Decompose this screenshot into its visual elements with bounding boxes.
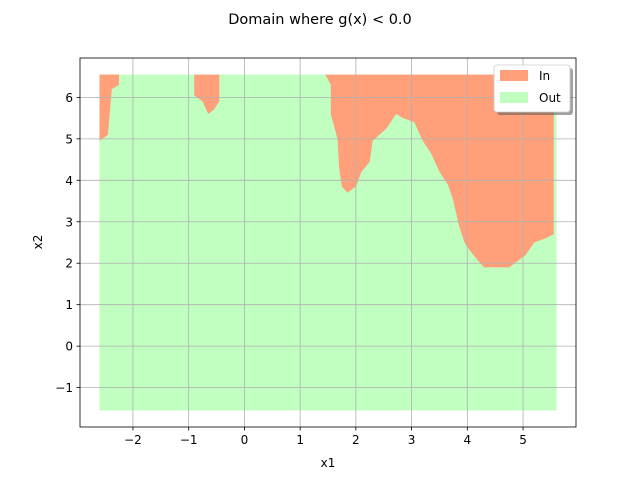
y-tick-label: 3 — [65, 215, 73, 229]
x-tick-label: 4 — [464, 433, 472, 447]
y-tick-label: 0 — [65, 340, 73, 354]
x-tick-label: 5 — [519, 433, 527, 447]
plot-area: −2 −1 0 1 2 3 4 5 −1 0 1 2 3 4 5 6 — [55, 57, 577, 447]
in-region-3 — [325, 74, 554, 268]
x-tick-label: 2 — [352, 433, 360, 447]
in-region-2 — [194, 74, 220, 114]
x-axis-label: x1 — [321, 456, 336, 470]
y-tick-label: 2 — [65, 257, 73, 271]
legend: In Out — [493, 64, 573, 115]
y-tick-label: 5 — [65, 132, 73, 146]
legend-label-in: In — [539, 69, 550, 83]
in-region-1 — [99, 74, 119, 141]
legend-swatch-in — [500, 70, 528, 81]
legend-label-out: Out — [539, 91, 561, 105]
x-tick-label: 1 — [296, 433, 304, 447]
chart-title: Domain where g(x) < 0.0 — [228, 12, 412, 28]
y-axis-label: x2 — [31, 235, 45, 250]
axes-frame — [79, 57, 577, 428]
x-tick-label: 3 — [408, 433, 416, 447]
y-tick-label: 1 — [65, 298, 73, 312]
x-tick-label: −2 — [124, 433, 142, 447]
x-tick-label: 0 — [241, 433, 249, 447]
y-tick-label: 6 — [65, 91, 73, 105]
legend-swatch-out — [500, 92, 528, 103]
y-tick-label: −1 — [55, 381, 73, 395]
y-tick-label: 4 — [65, 174, 73, 188]
x-tick-label: −1 — [180, 433, 198, 447]
